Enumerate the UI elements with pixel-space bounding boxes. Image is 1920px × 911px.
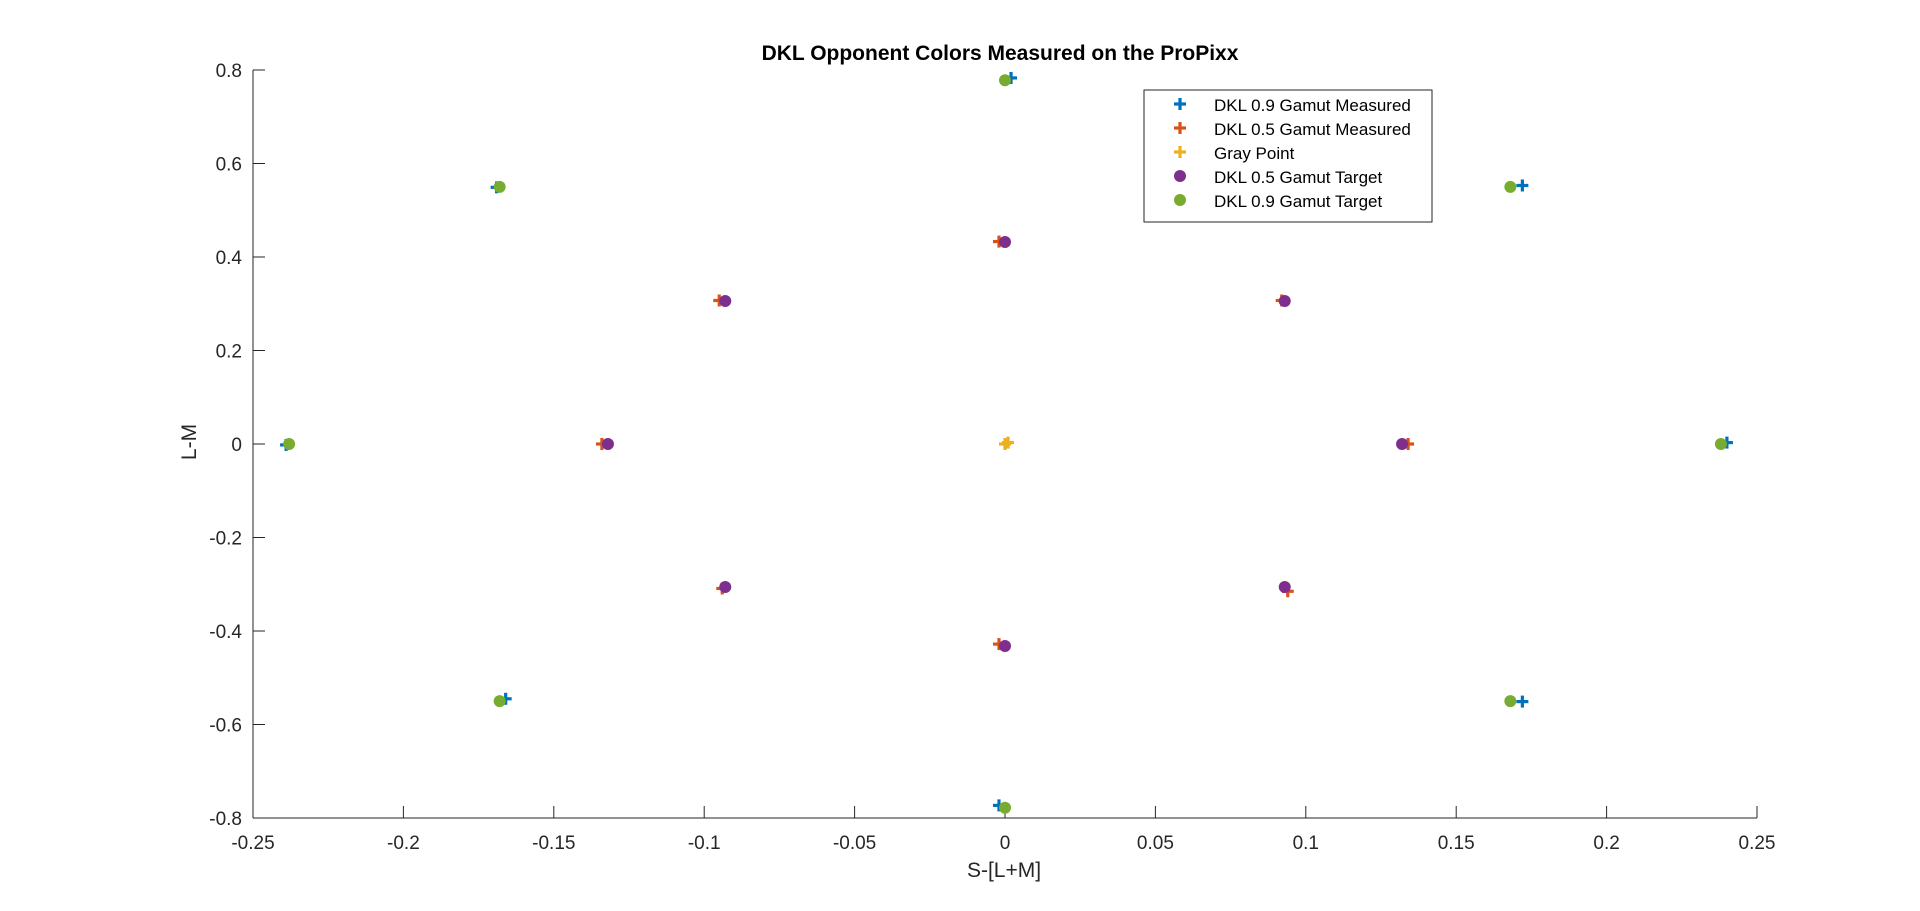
legend-label: DKL 0.5 Gamut Target	[1214, 168, 1382, 187]
y-tick-label: -0.6	[209, 716, 242, 737]
data-point	[1504, 695, 1517, 708]
data-point	[1278, 581, 1291, 594]
data-point	[1278, 294, 1291, 307]
legend-marker	[1174, 122, 1186, 134]
y-tick-label: 0.8	[216, 61, 242, 82]
y-tick-label: 0	[231, 435, 242, 456]
data-point	[493, 695, 506, 708]
x-tick-label: -0.15	[532, 833, 575, 854]
data-point	[999, 236, 1011, 249]
legend: DKL 0.9 Gamut Measured DKL 0.5 Gamut Meas…	[1143, 89, 1433, 223]
legend-label: DKL 0.9 Gamut Measured	[1214, 96, 1411, 115]
data-point	[719, 294, 732, 307]
y-tick-label: -0.8	[209, 809, 242, 830]
x-tick-label: 0.15	[1438, 833, 1475, 854]
y-axis-label: L-M	[178, 424, 201, 460]
data-point	[719, 581, 732, 594]
legend-marker	[1174, 194, 1186, 206]
legend-entry: DKL 0.9 Gamut Target	[1174, 192, 1382, 211]
x-tick-label: 0.2	[1593, 833, 1619, 854]
x-tick-label: 0.1	[1293, 833, 1319, 854]
data-point	[1504, 180, 1517, 193]
x-tick-label: 0	[1000, 833, 1011, 854]
data-marks	[280, 71, 1733, 814]
legend-entry: Gray Point	[1174, 144, 1295, 163]
data-point	[999, 639, 1011, 652]
legend-box	[1143, 89, 1433, 223]
legend-entry: DKL 0.5 Gamut Measured	[1174, 120, 1411, 139]
data-point	[999, 801, 1011, 814]
data-point	[1396, 438, 1409, 450]
legend-entry: DKL 0.9 Gamut Measured	[1174, 96, 1411, 115]
x-tick-label: 0.25	[1739, 833, 1776, 854]
y-tick-label: 0.2	[216, 342, 242, 363]
y-tick-label: 0.4	[216, 248, 243, 269]
y-tick-label: -0.2	[209, 529, 242, 550]
series-5	[283, 74, 1727, 814]
data-point	[999, 74, 1011, 87]
series-4	[601, 236, 1409, 652]
legend-marker	[1174, 98, 1186, 110]
data-point	[1714, 438, 1727, 450]
x-tick-label: -0.25	[231, 833, 274, 854]
legend-marker	[1174, 170, 1186, 182]
y-tick-label: 0.6	[216, 155, 242, 176]
legend-label: DKL 0.5 Gamut Measured	[1214, 120, 1411, 139]
x-tick-label: 0.05	[1137, 833, 1174, 854]
data-point	[283, 438, 296, 450]
data-point	[1516, 695, 1529, 708]
data-point	[1002, 436, 1015, 449]
x-tick-label: -0.05	[833, 833, 876, 854]
legend-entry: DKL 0.5 Gamut Target	[1174, 168, 1382, 187]
x-axis-label: S-[L+M]	[967, 859, 1041, 882]
series-3	[999, 436, 1015, 450]
x-tick-label: -0.1	[688, 833, 721, 854]
data-point	[601, 438, 614, 450]
data-point	[1516, 179, 1529, 192]
legend-marker	[1174, 146, 1186, 158]
data-point	[493, 180, 506, 193]
axes: -0.25 -0.2 -0.15 -0.1 -0.05 0 0.05 0.1 0.15 0.2 0.…	[209, 61, 1775, 854]
legend-label: DKL 0.9 Gamut Target	[1214, 192, 1382, 211]
legend-label: Gray Point	[1214, 144, 1295, 163]
x-tick-label: -0.2	[387, 833, 420, 854]
y-tick-label: -0.4	[209, 622, 242, 643]
chart-title: DKL Opponent Colors Measured on the ProP…	[762, 42, 1239, 65]
